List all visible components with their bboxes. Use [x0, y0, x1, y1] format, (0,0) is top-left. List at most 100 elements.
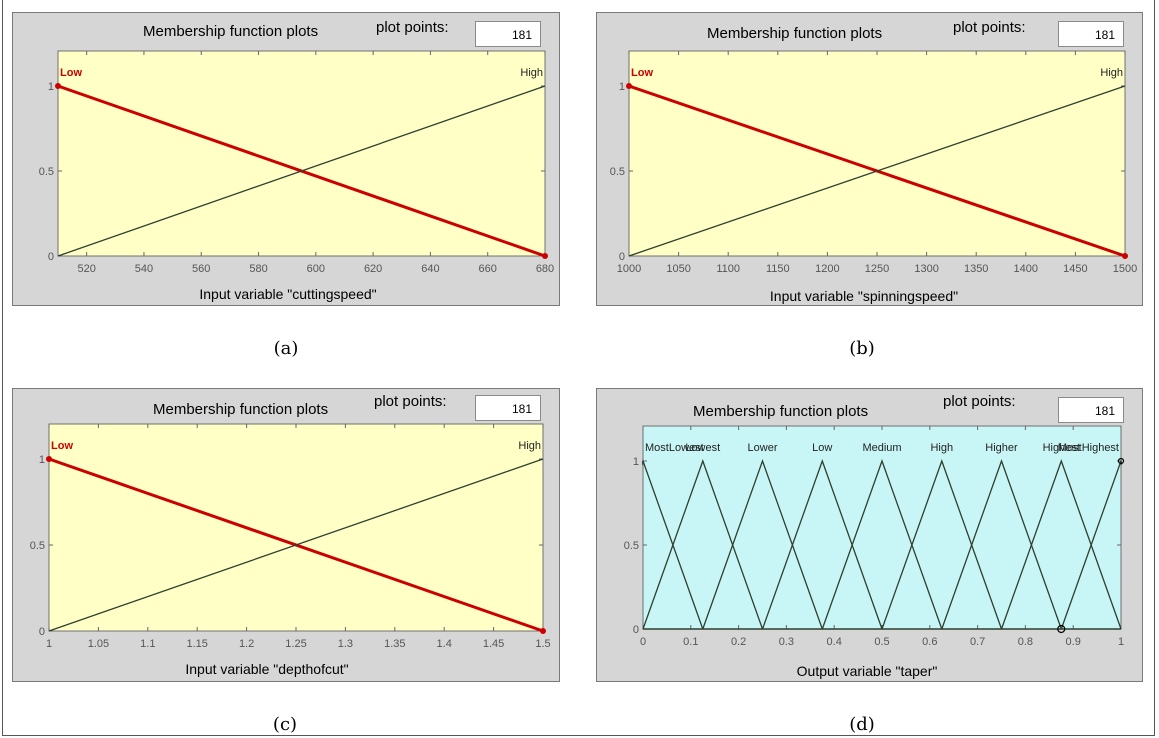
- mf-label: MostHighest: [1058, 442, 1119, 454]
- x-tick-label: 0.8: [1018, 636, 1033, 648]
- mf-label: Highest: [1043, 442, 1080, 454]
- x-tick-label: 0.1: [683, 636, 698, 648]
- x-tick-label: 1.05: [88, 638, 109, 650]
- mf-line-highest: [1000, 459, 1122, 630]
- y-tick-label: 0.5: [610, 166, 625, 178]
- mf-line-high: [881, 459, 1003, 630]
- x-tick-label: 1: [46, 638, 52, 650]
- x-tick-label: 1.25: [285, 638, 306, 650]
- x-axis-label: Input variable "cuttingspeed": [199, 286, 377, 302]
- x-tick-label: 540: [135, 263, 153, 275]
- mf-marker: [1122, 253, 1128, 259]
- x-tick-label: 1200: [815, 263, 839, 275]
- series-group: [48, 457, 544, 633]
- x-tick-label: 1450: [1063, 263, 1087, 275]
- x-tick-label: 680: [536, 263, 554, 275]
- x-tick-label: 0.6: [922, 636, 937, 648]
- mf-label: Low: [631, 67, 653, 79]
- x-tick-label: 600: [307, 263, 325, 275]
- plot-points-label: plot points:: [953, 19, 1026, 36]
- plot-area: [57, 50, 546, 257]
- x-axis-label: Output variable "taper": [796, 663, 938, 679]
- x-tick-label: 1000: [617, 263, 641, 275]
- x-tick-label: 1.35: [384, 638, 405, 650]
- x-tick-label: 1.2: [239, 638, 254, 650]
- panel-title: Membership function plots: [153, 401, 329, 418]
- y-tick-label: 1: [619, 81, 625, 93]
- x-tick-label: 1.45: [483, 638, 504, 650]
- y-tick-label: 1: [633, 456, 639, 468]
- plot-points-input[interactable]: 181: [1058, 21, 1124, 47]
- plot-points-input[interactable]: 181: [1058, 397, 1124, 423]
- mf-line-lowest: [642, 459, 764, 630]
- caption-a: (a): [273, 338, 299, 359]
- panel-b: Membership function plots plot points: 1…: [596, 12, 1143, 306]
- chart-b: 1000 1050 1100 1150 1200 1250 1300 1350 1400 1450…: [610, 50, 1137, 275]
- x-tick-label: 1.15: [186, 638, 207, 650]
- caption-b: (b): [849, 338, 875, 359]
- caption-c: (c): [272, 714, 298, 735]
- x-axis-label: Input variable "spinningspeed": [769, 288, 959, 304]
- plot-points-label: plot points:: [374, 393, 447, 410]
- panel-title: Membership function plots: [707, 25, 883, 42]
- panel-title: Membership function plots: [143, 23, 319, 40]
- mf-line-mosthighest: [1060, 459, 1122, 630]
- plot-points-input[interactable]: 181: [475, 395, 541, 421]
- caption-d: (d): [849, 714, 875, 735]
- series-group: [642, 459, 1122, 630]
- x-tick-label: 1150: [766, 263, 790, 275]
- x-tick-label: 1500: [1113, 263, 1137, 275]
- x-tick-label: 0.2: [731, 636, 746, 648]
- chart-d: 0 0.1 0.2 0.3 0.4 0.5 0.6 0.7 0.8 0.9 1 0 0.5 1 MostLo…: [624, 425, 1125, 648]
- mf-label: High: [1100, 67, 1123, 79]
- x-tick-label: 1250: [865, 263, 889, 275]
- mf-line-low: [761, 459, 883, 630]
- x-tick-label: 0.7: [970, 636, 985, 648]
- mf-marker: [540, 628, 546, 634]
- x-tick-label: 580: [249, 263, 267, 275]
- mf-label: Low: [60, 67, 82, 79]
- x-tick-label: 0.9: [1066, 636, 1081, 648]
- x-axis-label: Input variable "depthofcut": [185, 661, 349, 677]
- x-tick-label: 1: [1118, 636, 1124, 648]
- plot-points-label: plot points:: [943, 393, 1016, 410]
- y-tick-label: 0: [39, 626, 45, 638]
- mf-marker: [46, 456, 52, 462]
- x-tick-label: 1.4: [437, 638, 452, 650]
- mf-line-high: [628, 85, 1126, 257]
- plot-area: [642, 425, 1122, 630]
- mf-line-higher: [941, 459, 1062, 630]
- mf-label: Low: [812, 442, 832, 454]
- mf-label: Lowest: [685, 442, 720, 454]
- plot-points-input[interactable]: 181: [475, 21, 541, 47]
- mf-marker: [1057, 624, 1066, 634]
- x-tick-label: 560: [192, 263, 210, 275]
- mf-label: High: [518, 440, 541, 452]
- plot-area: [628, 50, 1126, 257]
- y-tick-label: 0.5: [624, 540, 639, 552]
- x-tick-label: 520: [77, 263, 95, 275]
- mf-marker: [626, 83, 632, 89]
- mf-label: High: [520, 67, 543, 79]
- x-tick-label: 640: [421, 263, 439, 275]
- mf-label: Lower: [748, 442, 778, 454]
- plot-area: [48, 423, 544, 632]
- x-tick-label: 0.4: [827, 636, 842, 648]
- panel-a: Membership function plots plot points: 1…: [12, 12, 560, 306]
- x-tick-label: 620: [364, 263, 382, 275]
- mf-line-high: [48, 458, 544, 632]
- mf-line-mostlowest: [642, 459, 704, 630]
- mf-marker: [1117, 457, 1125, 465]
- x-tick-label: 1.5: [535, 638, 550, 650]
- x-tick-label: 0.3: [779, 636, 794, 648]
- series-group: [57, 84, 546, 258]
- panel-c: Membership function plots plot points: 1…: [12, 388, 560, 682]
- mf-line-lower: [702, 459, 823, 630]
- mf-label: Higher: [985, 442, 1018, 454]
- mf-label: MostLowest: [645, 442, 704, 454]
- mf-label: Low: [51, 440, 73, 452]
- panel-title: Membership function plots: [693, 403, 869, 420]
- y-tick-label: 1: [39, 454, 45, 466]
- x-tick-label: 1300: [914, 263, 938, 275]
